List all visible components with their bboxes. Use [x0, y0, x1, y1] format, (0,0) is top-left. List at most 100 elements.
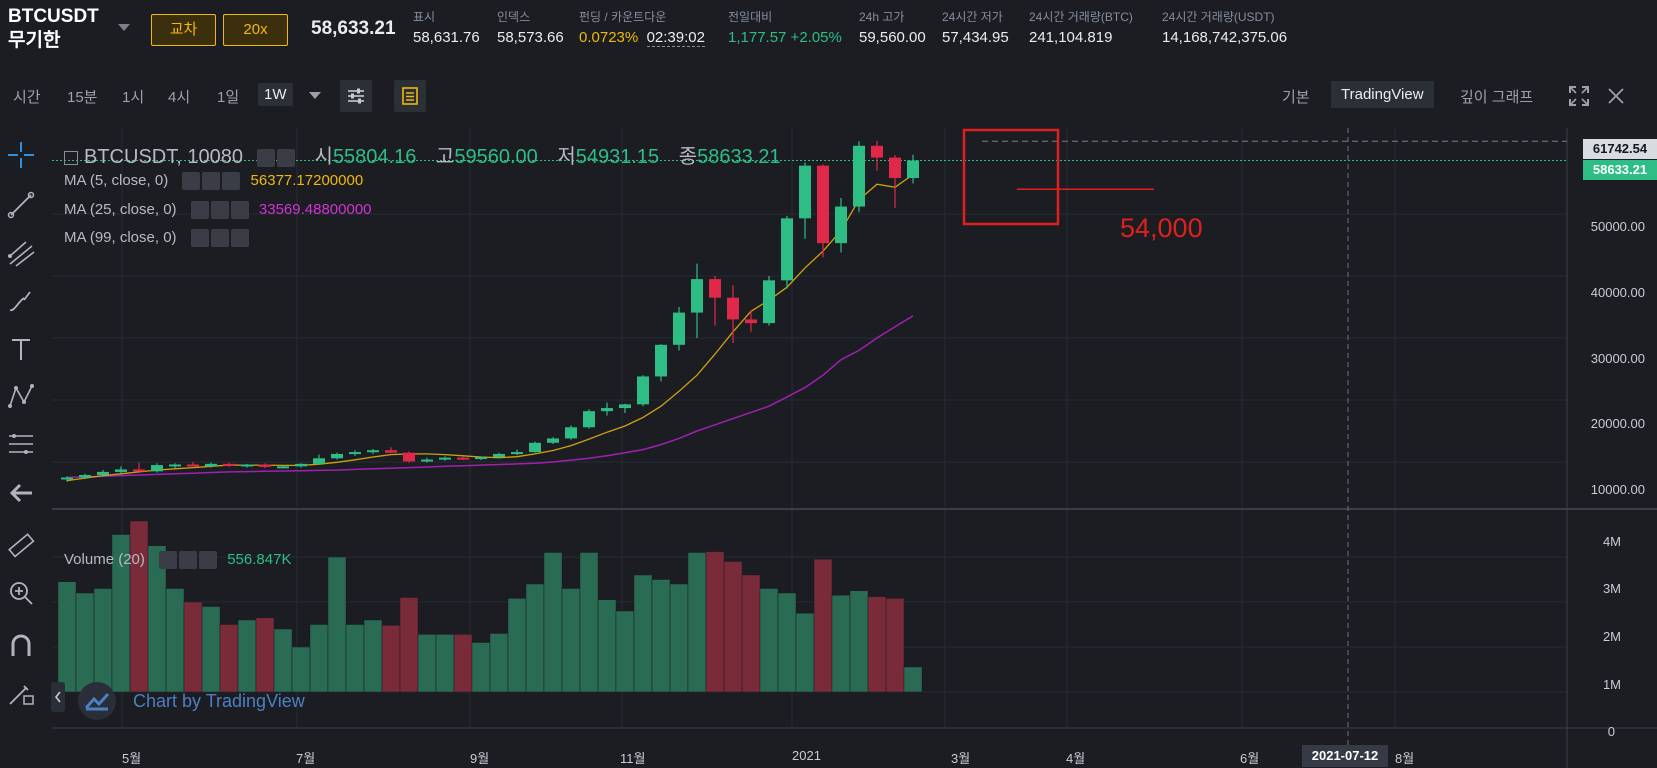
x-tick-mar: 3월: [951, 751, 971, 766]
drawing-toolbar: [0, 134, 44, 768]
price-tick-50000: 50000.00: [1590, 219, 1645, 234]
candle-body: [259, 464, 271, 467]
interval-15m[interactable]: 15분: [67, 89, 98, 106]
volume-bar: [93, 588, 113, 693]
margin-mode-button[interactable]: 교차: [151, 14, 216, 46]
close-icon[interactable]: [222, 172, 241, 191]
collapse-panel-button[interactable]: [51, 682, 65, 712]
candle-body: [655, 344, 667, 377]
candle-body: [223, 463, 235, 466]
x-tick-jun: 6월: [1240, 751, 1260, 766]
zoom-in-icon[interactable]: [6, 578, 36, 608]
ruler-icon[interactable]: [6, 530, 36, 560]
gear-icon[interactable]: [276, 148, 295, 167]
candle-body: [547, 438, 559, 443]
ohlc-legend: BTCUSDT, 10080 시55804.16 고59560.00 저5493…: [64, 140, 781, 169]
tradingview-watermark[interactable]: Chart by TradingView: [78, 680, 328, 722]
view-depth-chart[interactable]: 깊이 그래프: [1460, 89, 1534, 106]
volume-bar: [903, 666, 923, 693]
symbol-name[interactable]: BTCUSDT: [8, 6, 99, 27]
fullscreen-icon[interactable]: [1567, 84, 1591, 108]
crosshair-date-tag: 2021-07-12: [1302, 745, 1388, 767]
candle-body: [475, 457, 487, 460]
volume-tick-1m: 1M: [1602, 677, 1621, 692]
leverage-button[interactable]: 20x: [223, 14, 288, 46]
crosshair-icon[interactable]: [6, 140, 36, 170]
volume-bar: [399, 597, 419, 693]
candle-body: [889, 157, 901, 179]
close-icon[interactable]: [199, 551, 218, 570]
magnet-icon[interactable]: [6, 630, 36, 660]
settings-sliders-button[interactable]: [340, 80, 372, 112]
candle-body: [781, 218, 793, 281]
trend-line-icon[interactable]: [6, 190, 36, 220]
brush-icon[interactable]: [6, 286, 36, 316]
volume-bar: [453, 634, 473, 693]
eye-icon[interactable]: [190, 201, 209, 220]
candle-body: [133, 469, 145, 472]
ma5-value: 56377.17200000: [250, 172, 364, 189]
candle-body: [457, 457, 469, 460]
price-tick-40000: 40000.00: [1590, 285, 1645, 300]
interval-4h[interactable]: 4시: [168, 89, 191, 106]
gear-icon[interactable]: [202, 172, 221, 191]
annotation-rectangle: [962, 128, 1060, 226]
lock-drawing-icon[interactable]: [6, 678, 36, 708]
candle-body: [745, 319, 757, 324]
volume-bar: [705, 551, 725, 693]
view-basic[interactable]: 기본: [1282, 89, 1310, 106]
gear-icon[interactable]: [210, 201, 229, 220]
interval-1d[interactable]: 1일: [217, 89, 240, 106]
candle-body: [349, 452, 361, 455]
symbol-dropdown-icon[interactable]: [118, 24, 130, 31]
x-tick-sep: 9월: [470, 751, 490, 766]
interval-dropdown-icon[interactable]: [309, 92, 321, 99]
interval-1w[interactable]: 1W: [258, 83, 293, 106]
x-tick-jul: 7월: [296, 751, 316, 766]
stat-mark: 표시 58,631.76: [413, 10, 480, 46]
stat-funding: 펀딩 / 카운트다운 0.0723% 02:39:02: [579, 10, 705, 47]
chart-canvas[interactable]: [52, 128, 1657, 768]
symbol-selector[interactable]: BTCUSDT 무기한: [8, 6, 99, 54]
stat-24h-low: 24시간 저가 57,434.95: [942, 10, 1009, 46]
pattern-icon[interactable]: [6, 382, 36, 412]
eye-icon[interactable]: [159, 551, 178, 570]
candle-body: [799, 165, 811, 219]
annotation-text[interactable]: 54,000: [1120, 213, 1203, 243]
eye-icon[interactable]: [190, 229, 209, 248]
eye-icon[interactable]: [182, 172, 201, 191]
text-tool-icon[interactable]: [6, 334, 36, 364]
ticker-bar: BTCUSDT 무기한 교차 20x 58,633.21 표시 58,631.7…: [0, 0, 1657, 70]
price-chart[interactable]: [52, 128, 1657, 768]
candle-body: [817, 165, 829, 244]
pitchfork-icon[interactable]: [6, 238, 36, 268]
volume-bar: [471, 642, 491, 693]
price-tick-30000: 30000.00: [1590, 351, 1645, 366]
close-icon[interactable]: [230, 229, 249, 248]
collapse-legend-icon[interactable]: [64, 150, 78, 165]
volume-bar: [633, 574, 653, 693]
candle-body: [619, 404, 631, 409]
funding-countdown: 02:39:02: [646, 29, 705, 47]
view-tradingview[interactable]: TradingView: [1331, 81, 1434, 108]
close-icon[interactable]: [230, 201, 249, 220]
last-price-tag: 58633.21: [1583, 160, 1657, 180]
last-price: 58,633.21: [311, 18, 396, 39]
gear-icon[interactable]: [210, 229, 229, 248]
candle-body: [151, 465, 163, 472]
volume-bar: [57, 581, 77, 693]
eye-icon[interactable]: [256, 148, 275, 167]
gear-icon[interactable]: [179, 551, 198, 570]
x-tick-aug: 8월: [1395, 751, 1415, 766]
candle-body: [637, 376, 649, 405]
close-icon[interactable]: [1606, 86, 1626, 106]
interval-1h[interactable]: 1시: [122, 89, 145, 106]
indicators-button[interactable]: [394, 80, 426, 112]
volume-bar: [75, 592, 95, 693]
back-arrow-icon[interactable]: [6, 478, 36, 508]
volume-bar: [165, 588, 185, 693]
candle-body: [385, 450, 397, 453]
contract-type[interactable]: 무기한: [8, 30, 61, 51]
candle-body: [313, 458, 325, 464]
fib-levels-icon[interactable]: [6, 430, 36, 460]
